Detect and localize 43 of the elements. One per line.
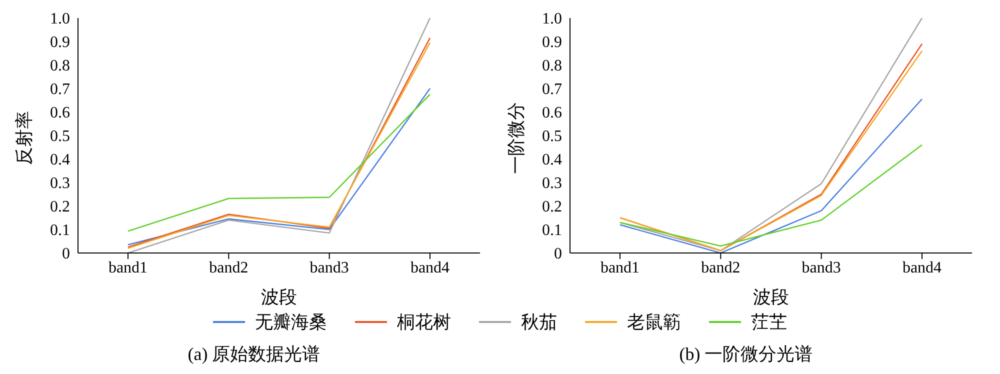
y-tick-label: 0.5 bbox=[542, 128, 562, 146]
line-series bbox=[619, 144, 923, 247]
legend-label: 无瓣海桑 bbox=[255, 311, 327, 334]
y-tick-label: 0.8 bbox=[542, 58, 562, 75]
y-tick-label: 0.4 bbox=[542, 152, 562, 169]
text: (a) 原始数据光谱 bbox=[186, 343, 322, 366]
line-series bbox=[619, 98, 923, 253]
x-tick-label: band4 bbox=[902, 259, 942, 276]
x-tick-label: band2 bbox=[701, 259, 740, 276]
x-tick-label: band3 bbox=[802, 259, 841, 276]
y-tick-label: 1.0 bbox=[50, 10, 70, 28]
y-tick-label: 0.7 bbox=[542, 81, 562, 98]
y-tick-label: 0.2 bbox=[50, 198, 70, 216]
y-tick-label: 0.8 bbox=[50, 58, 70, 75]
y-tick-label: 0.9 bbox=[50, 34, 70, 52]
y-tick-label: 0.5 bbox=[50, 128, 70, 146]
y-tick-label: 0.6 bbox=[50, 104, 70, 122]
text: (b) 一阶微分光谱 bbox=[678, 343, 814, 366]
y-tick-label: 0.7 bbox=[50, 81, 70, 98]
x-tick-label: band1 bbox=[108, 259, 148, 276]
y-tick-label: 0 bbox=[62, 246, 70, 263]
x-tick-label: band1 bbox=[600, 259, 640, 276]
legend-label: 茳芏 bbox=[751, 311, 787, 334]
y-tick-label: 0.2 bbox=[542, 198, 562, 216]
x-tick-label: band2 bbox=[209, 259, 248, 276]
y-tick-label: 0.1 bbox=[50, 222, 70, 240]
y-tick-label: 0.6 bbox=[542, 104, 562, 122]
legend-label: 秋茄 bbox=[521, 311, 557, 334]
y-axis-title: 一阶微分 bbox=[505, 102, 527, 174]
x-axis-title: 波段 bbox=[261, 287, 297, 307]
y-tick-label: 0 bbox=[554, 246, 562, 263]
x-tick-label: band3 bbox=[310, 259, 349, 276]
y-tick-label: 0.3 bbox=[542, 175, 562, 192]
legend-label: 老鼠簕 bbox=[627, 311, 681, 334]
y-tick-label: 1.0 bbox=[542, 10, 562, 28]
x-tick-label: band4 bbox=[410, 259, 450, 276]
legend-label: 桐花树 bbox=[397, 311, 451, 334]
y-tick-label: 0.1 bbox=[542, 222, 562, 240]
x-axis-title: 波段 bbox=[753, 287, 789, 307]
y-axis-title: 反射率 bbox=[13, 111, 35, 165]
y-tick-label: 0.3 bbox=[50, 175, 70, 192]
y-tick-label: 0.9 bbox=[542, 34, 562, 52]
y-tick-label: 0.4 bbox=[50, 152, 70, 169]
